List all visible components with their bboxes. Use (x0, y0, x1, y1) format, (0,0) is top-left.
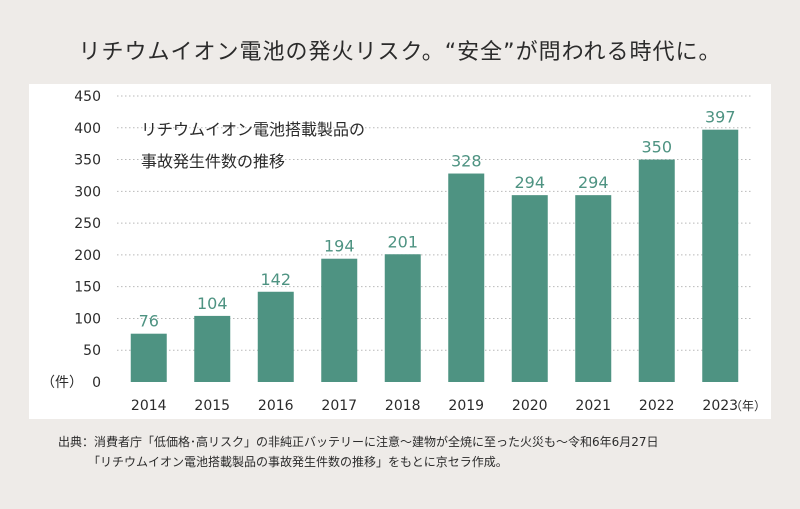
bar (384, 254, 421, 382)
source-line2: 「リチウムイオン電池搭載製品の事故発生件数の推移」をもとに京セラ作成。 (88, 455, 508, 469)
bar-value-label: 397 (705, 108, 736, 127)
y-tick-label: 150 (74, 280, 101, 296)
bar (130, 333, 167, 382)
chart-title-line1: リチウムイオン電池搭載製品の (141, 120, 365, 139)
bar-value-label: 201 (387, 232, 418, 251)
x-tick-label: 2016 (258, 398, 294, 414)
y-tick-label: 0 (92, 375, 101, 391)
source-line1: 出典：消費者庁「低価格･高リスク」の非純正バッテリーに注意～建物が全焼に至った火… (58, 435, 659, 449)
y-axis-label: （件） (41, 375, 83, 391)
x-tick-label: 2019 (448, 398, 484, 414)
x-axis-label: （年） (730, 399, 766, 413)
bar (321, 258, 358, 382)
y-axis-ticks: 0 50 100 150 200 250 300 350 400 450 (74, 89, 101, 391)
y-tick-label: 350 (74, 153, 101, 169)
bar (575, 195, 612, 382)
bar-value-label: 76 (139, 312, 159, 331)
x-tick-label: 2017 (321, 398, 357, 414)
bar (257, 291, 294, 382)
bar-value-label: 328 (451, 152, 482, 171)
bar (638, 159, 675, 382)
bar-value-label: 350 (641, 138, 672, 157)
y-tick-label: 250 (74, 216, 101, 232)
y-tick-label: 200 (74, 248, 101, 264)
page-headline: リチウムイオン電池の発火リスク。“安全”が問われる時代に。 (78, 40, 722, 65)
bar (511, 195, 548, 382)
bar (194, 315, 231, 382)
x-tick-label: 2018 (385, 398, 421, 414)
bar-value-label: 294 (514, 173, 545, 192)
y-tick-label: 300 (74, 184, 101, 200)
bars (130, 129, 739, 382)
bar-value-label: 294 (578, 173, 609, 192)
bar (702, 129, 739, 382)
x-tick-label: 2022 (639, 398, 675, 414)
chart-title-line2: 事故発生件数の推移 (141, 152, 285, 171)
x-tick-label: 2015 (194, 398, 230, 414)
x-tick-label: 2014 (131, 398, 167, 414)
value-labels: 76 104 142 194 201 328 294 294 350 397 (139, 108, 736, 331)
x-tick-label: 2023 (702, 398, 738, 414)
bar-value-label: 142 (260, 270, 291, 289)
x-axis-labels: 2014 2015 2016 2017 2018 2019 2020 2021 2022 2023 (131, 398, 738, 414)
bar (448, 173, 485, 382)
x-tick-label: 2020 (512, 398, 548, 414)
bar-value-label: 194 (324, 237, 355, 256)
y-tick-label: 450 (74, 89, 101, 105)
bar-value-label: 104 (197, 294, 228, 313)
source-note: 出典：消費者庁「低価格･高リスク」の非純正バッテリーに注意～建物が全焼に至った火… (58, 432, 778, 472)
y-tick-label: 400 (74, 121, 101, 137)
y-tick-label: 100 (74, 311, 101, 327)
x-tick-label: 2021 (575, 398, 611, 414)
y-tick-label: 50 (83, 343, 101, 359)
